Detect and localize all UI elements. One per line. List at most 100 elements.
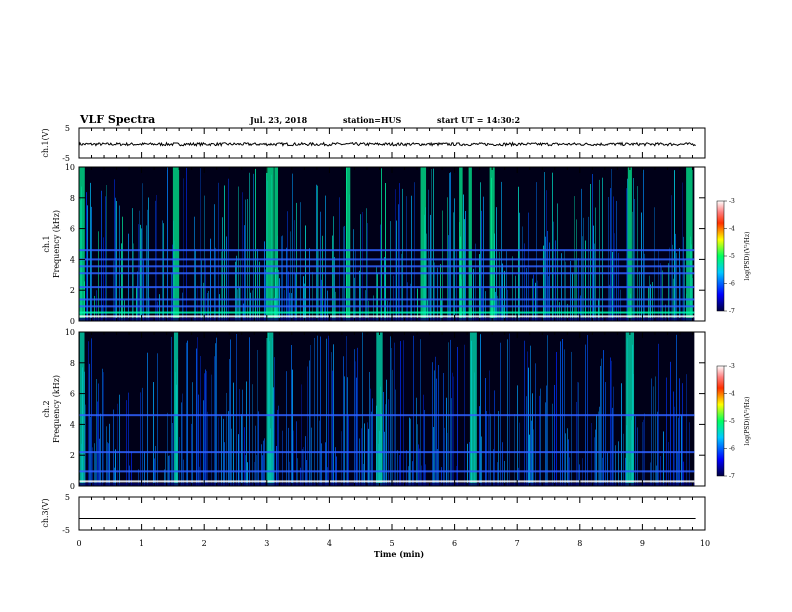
- spectrogram-streak: [449, 173, 450, 321]
- spectrogram-streak: [509, 333, 510, 486]
- spectrogram-streak: [601, 358, 602, 486]
- spectrogram-streak: [417, 424, 418, 486]
- spectrogram-streak: [587, 335, 588, 486]
- ch1-colorbar-tick-label: -7: [729, 308, 735, 315]
- spectrogram-streak: [420, 339, 421, 486]
- spectrogram-streak: [650, 284, 651, 321]
- spectrogram-streak: [391, 347, 392, 486]
- spectrogram-streak: [564, 349, 565, 486]
- spectrogram-streak: [133, 243, 134, 321]
- spectrogram-streak: [480, 182, 481, 321]
- spectrogram-streak: [532, 393, 533, 486]
- spectrogram-streak: [325, 442, 326, 486]
- spectrogram-streak: [224, 442, 225, 486]
- spectrogram-streak: [526, 396, 527, 486]
- spectrogram-streak: [578, 258, 579, 321]
- spectrogram-streak: [244, 427, 245, 486]
- spectrogram-streak: [618, 441, 619, 486]
- spectrogram-burst: [686, 167, 693, 321]
- spectrogram-streak: [126, 400, 127, 486]
- spectrogram-streak: [235, 261, 236, 321]
- ch2-spectrogram-ytick-label: 4: [70, 420, 75, 429]
- spectrogram-streak: [496, 207, 497, 321]
- spectrogram-streak: [446, 397, 447, 486]
- spectrogram-streak: [395, 389, 396, 486]
- spectrogram-streak: [689, 422, 690, 486]
- spectrogram-streak: [157, 353, 158, 486]
- spectrogram-streak: [533, 429, 534, 486]
- ch1-spectrogram-ylabel-frequency: Frequency (kHz): [52, 210, 61, 278]
- spectrogram-streak: [221, 415, 222, 486]
- spectrogram-streak: [610, 357, 611, 486]
- spectrogram-streak: [332, 235, 333, 321]
- spectrogram-streak: [124, 300, 125, 321]
- spectrogram-streak: [657, 411, 658, 486]
- spectrogram-streak: [156, 194, 157, 321]
- spectrogram-streak: [425, 464, 426, 486]
- ch2-spectrogram-ylabel-channel: ch.2: [42, 400, 51, 417]
- spectrogram-streak: [515, 275, 516, 321]
- spectrogram-streak: [255, 425, 256, 486]
- spectrogram-burst: [346, 167, 351, 321]
- spectrogram-streak: [141, 228, 142, 321]
- time-axis-tick-label: 10: [700, 539, 710, 548]
- spectrogram-streak: [539, 395, 540, 486]
- spectrogram-streak: [236, 333, 237, 486]
- spectrogram-streak: [302, 449, 303, 486]
- spectrogram-streak: [385, 182, 386, 321]
- spectrogram-streak: [331, 352, 332, 486]
- spectrogram-streak: [314, 337, 315, 486]
- ch1-waveform-ytick-bottom: -5: [62, 154, 70, 163]
- spectrogram-streak: [238, 186, 239, 321]
- spectrogram-streak: [485, 378, 486, 486]
- spectrogram-streak: [674, 406, 675, 486]
- ch2-colorbar-tick-label: -4: [729, 391, 735, 398]
- spectrogram-streak: [322, 235, 323, 321]
- spectrogram-streak: [518, 186, 519, 321]
- spectrogram-streak: [373, 295, 374, 321]
- ch1-waveform-line: [78, 141, 696, 148]
- spectrogram-streak: [357, 347, 358, 486]
- spectrogram-streak: [222, 217, 223, 321]
- spectrogram-streak: [571, 351, 572, 486]
- spectrogram-streak: [543, 245, 544, 321]
- spectrogram-streak: [307, 366, 308, 486]
- spectrogram-streak: [502, 442, 503, 486]
- spectrogram-streak: [416, 397, 417, 486]
- spectrogram-streak: [344, 376, 345, 486]
- spectrogram-streak: [199, 466, 200, 486]
- spectrogram-streak: [288, 271, 289, 321]
- spectrogram-streak: [226, 236, 227, 321]
- spectrogram-streak: [306, 460, 307, 486]
- spectrogram-streak: [545, 402, 546, 486]
- ch2-spectrogram-ytick-label: 2: [70, 451, 75, 460]
- ch2-colorbar-tick-label: -6: [729, 446, 735, 453]
- spectrogram-streak: [531, 420, 532, 486]
- spectrogram-line: [79, 451, 695, 454]
- spectrogram-streak: [400, 341, 401, 486]
- spectrogram-streak: [533, 274, 534, 321]
- spectrogram-streak: [293, 430, 294, 486]
- spectrogram-streak: [200, 356, 201, 486]
- ch1-waveform-ytick-top: 5: [65, 124, 70, 133]
- spectrogram-streak: [147, 352, 148, 486]
- spectrogram-streak: [277, 409, 278, 486]
- spectrogram-streak: [129, 465, 130, 486]
- spectrogram-streak: [278, 269, 279, 321]
- spectrogram-streak: [143, 259, 144, 321]
- spectrogram-streak: [544, 172, 545, 321]
- spectrogram-streak: [372, 398, 373, 486]
- spectrogram-streak: [131, 451, 132, 486]
- spectrogram-streak: [398, 204, 399, 321]
- spectrogram-streak: [282, 235, 283, 321]
- spectrogram-streak: [605, 382, 606, 486]
- spectrogram-streak: [207, 411, 208, 486]
- ch1-spectrogram-ytick-label: 0: [70, 317, 75, 326]
- spectrogram-streak: [324, 300, 325, 321]
- spectrogram-streak: [497, 462, 498, 486]
- spectrogram-streak: [588, 216, 589, 321]
- ch2-colorbar-gradient: [716, 365, 725, 477]
- spectrogram-streak: [343, 356, 344, 486]
- spectrogram-streak: [583, 217, 584, 321]
- spectrogram-streak: [658, 250, 659, 321]
